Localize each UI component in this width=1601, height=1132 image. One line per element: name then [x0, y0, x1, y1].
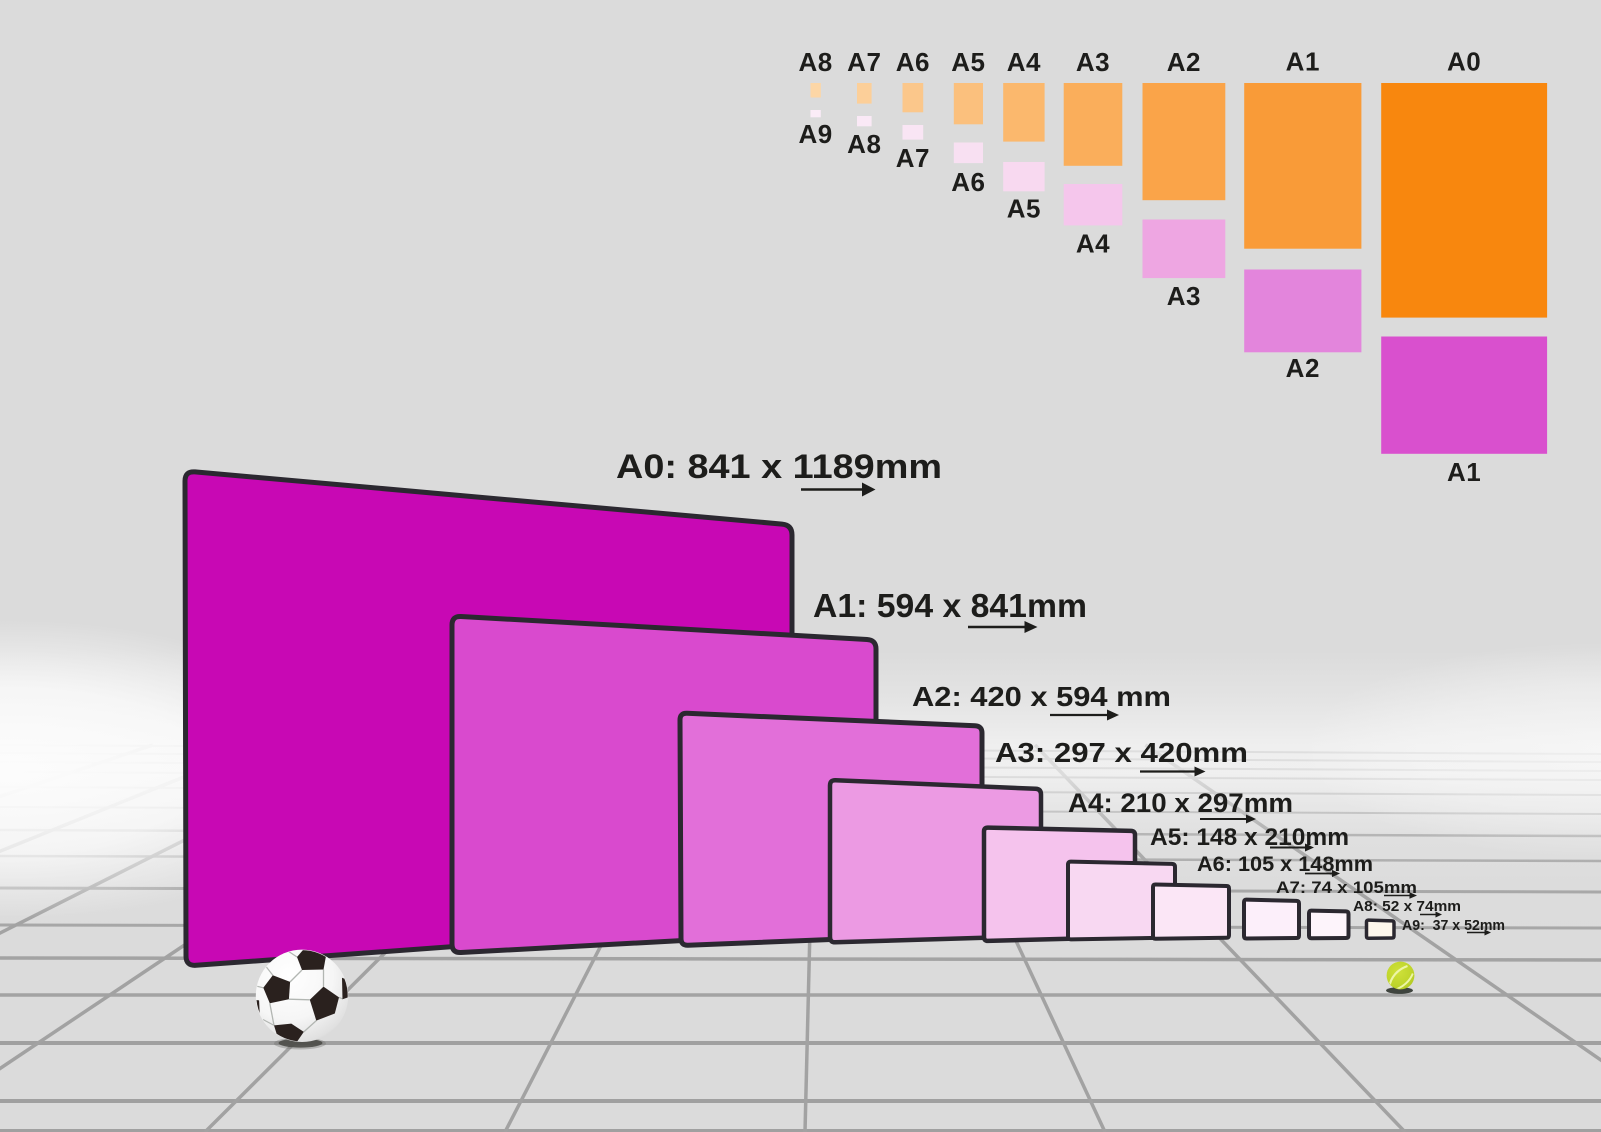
svg-text:A4: 210 x 297mm: A4: 210 x 297mm: [1068, 788, 1293, 818]
svg-text:A3: 297 x 420mm: A3: 297 x 420mm: [995, 737, 1248, 768]
svg-text:A5: A5: [951, 47, 985, 77]
svg-text:A6: A6: [896, 47, 930, 77]
svg-text:A9: A9: [798, 119, 832, 149]
svg-text:A3: A3: [1076, 47, 1110, 77]
svg-text:A2: A2: [1286, 353, 1320, 383]
svg-text:A7: A7: [847, 47, 881, 77]
svg-text:A8: A8: [847, 129, 881, 159]
svg-text:A9: 37 x 52mm: A9: 37 x 52mm: [1402, 917, 1505, 934]
svg-text:A3: A3: [1167, 281, 1201, 311]
svg-text:A2: A2: [1167, 47, 1201, 77]
svg-text:A1: 594 x 841mm: A1: 594 x 841mm: [813, 587, 1087, 624]
svg-text:A0: A0: [1447, 47, 1481, 77]
svg-text:A6: 105 x 148mm: A6: 105 x 148mm: [1197, 853, 1373, 876]
svg-text:A2: 420 x 594 mm: A2: 420 x 594 mm: [912, 681, 1171, 712]
svg-text:A0: 841 x 1189mm: A0: 841 x 1189mm: [616, 448, 942, 486]
svg-text:A6: A6: [951, 167, 985, 197]
svg-text:A7: 74 x 105mm: A7: 74 x 105mm: [1276, 878, 1417, 897]
svg-text:A4: A4: [1076, 229, 1110, 259]
svg-text:A5: 148 x 210mm: A5: 148 x 210mm: [1150, 824, 1349, 851]
svg-text:A1: A1: [1286, 47, 1320, 77]
svg-text:A5: A5: [1007, 194, 1041, 224]
svg-text:A4: A4: [1007, 47, 1041, 77]
svg-text:A8: A8: [798, 47, 832, 77]
svg-text:A1: A1: [1447, 457, 1481, 487]
svg-text:A7: A7: [896, 143, 930, 173]
svg-text:A8: 52 x 74mm: A8: 52 x 74mm: [1353, 898, 1461, 915]
